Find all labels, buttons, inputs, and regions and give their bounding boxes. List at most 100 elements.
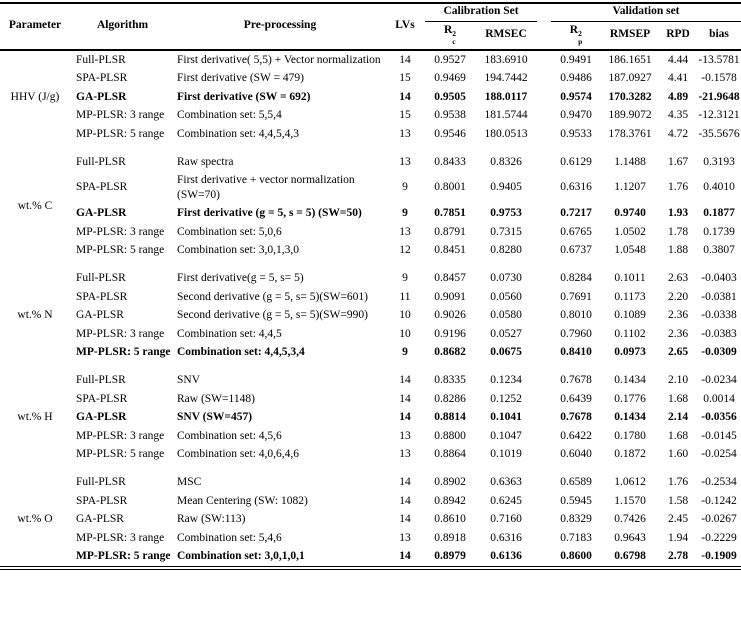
r2p-cell: 0.8410	[560, 346, 592, 359]
r2c-cell: 0.9527	[434, 53, 466, 66]
preprocessing-cell: Combination set: 4,4,5,3,4	[177, 346, 305, 359]
bias-cell: -0.2534	[701, 476, 737, 489]
rpd-cell: 1.76	[667, 181, 689, 194]
r2p-cell: 0.5945	[560, 494, 592, 507]
algorithm-cell: SPA-PLSR	[76, 494, 128, 507]
algorithm-cell: MP-PLSR: 5 range	[76, 550, 171, 563]
col-header-bias: bias	[697, 21, 741, 51]
group-spacer-cell	[537, 288, 551, 307]
table-row: MP-PLSR: 5 range Combination set: 4,4,5,4…	[0, 125, 741, 144]
group-spacer-cell	[537, 171, 551, 204]
r2c-cell: 0.8979	[434, 550, 466, 563]
algorithm-cell: GA-PLSR	[76, 309, 124, 322]
col-group-calibration-set: Calibration Set	[425, 3, 538, 22]
r2p-cell: 0.6316	[560, 181, 592, 194]
group-spacer-cell	[537, 343, 551, 362]
bias-cell: -0.1242	[701, 494, 737, 507]
table-row: SPA-PLSR Raw (SW=1148) 14 0.8286 0.1252 0.643…	[0, 390, 741, 409]
r2p-cell: 0.6589	[560, 476, 592, 489]
r2p-cell: 0.8010	[560, 309, 592, 322]
rmsep-cell: 0.7426	[614, 513, 646, 526]
table-row: SPA-PLSR Second derivative (g = 5, s= 5)(…	[0, 288, 741, 307]
r2p-cell: 0.8284	[560, 272, 592, 285]
group-gap-cell	[0, 144, 741, 153]
r2p-cell: 0.9491	[560, 53, 592, 66]
bias-cell: -0.0383	[701, 327, 737, 340]
r2p-cell: 0.7217	[560, 207, 592, 220]
group-gap-row	[0, 260, 741, 269]
table-row: MP-PLSR: 3 range Combination set: 5,5,4 15…	[0, 106, 741, 125]
group-spacer-cell	[537, 473, 551, 492]
group-gap-row	[0, 362, 741, 371]
rmsep-cell: 1.1207	[614, 181, 646, 194]
rmsec-cell: 188.0117	[484, 90, 528, 103]
bias-cell: -0.0267	[701, 513, 737, 526]
rmsep-cell: 1.1488	[614, 155, 646, 168]
lvs-cell: 13	[399, 448, 411, 461]
r2p-cell: 0.6765	[560, 225, 592, 238]
group-gap-cell	[0, 362, 741, 371]
rmsep-cell: 178.3761	[608, 127, 652, 140]
r2p-cell: 0.8329	[560, 513, 592, 526]
parameter-cell: wt.% C	[17, 200, 53, 212]
parameter-cell: wt.% N	[17, 309, 53, 322]
rmsep-cell: 0.1872	[614, 448, 646, 461]
rpd-cell: 2.36	[667, 309, 689, 322]
r2c-cell: 0.9196	[434, 327, 466, 340]
rmsep-cell: 0.1776	[614, 392, 646, 405]
preprocessing-cell: First derivative (g = 5, s = 5) (SW=50)	[177, 207, 362, 220]
rpd-cell: 1.58	[667, 494, 689, 507]
rmsep-cell: 0.9740	[614, 207, 646, 220]
r2p-cell: 0.9533	[560, 127, 592, 140]
rmsec-cell: 0.1047	[490, 429, 522, 442]
bias-cell: 0.3807	[703, 244, 735, 257]
group-spacer-cell	[537, 50, 551, 70]
group-spacer-cell	[537, 408, 551, 427]
rmsec-cell: 180.0513	[484, 127, 528, 140]
r2c-cell: 0.8610	[434, 513, 466, 526]
preprocessing-cell: SNV	[177, 374, 201, 387]
rmsep-cell: 0.1102	[614, 327, 646, 340]
rpd-cell: 2.63	[667, 272, 689, 285]
preprocessing-cell: Combination set: 4,4,5	[177, 327, 282, 340]
r2p-cell: 0.7183	[560, 531, 592, 544]
table-header: Parameter Algorithm Pre-processing LVs C…	[0, 3, 741, 51]
preprocessing-cell: Combination set: 3,0,1,0,1	[177, 550, 305, 563]
table-body: HHV (J/g) Full-PLSR First derivative( 5,5)…	[0, 50, 741, 566]
lvs-cell: 9	[402, 346, 408, 359]
rmsec-cell: 0.8280	[490, 244, 522, 257]
rmsep-cell: 0.1434	[614, 411, 646, 424]
preprocessing-cell: Combination set: 4,5,6	[177, 429, 282, 442]
table-row: SPA-PLSR Mean Centering (SW: 1082) 14 0.894…	[0, 492, 741, 511]
col-header-rmsec: RMSEC	[475, 21, 538, 51]
algorithm-cell: SPA-PLSR	[76, 181, 128, 194]
rmsec-cell: 0.1234	[490, 374, 522, 387]
col-header-algorithm: Algorithm	[70, 3, 175, 51]
rmsec-cell: 0.6316	[490, 531, 522, 544]
table-row: wt.% C Full-PLSR Raw spectra 13 0.8433 0.8326…	[0, 153, 741, 212]
table-row: GA-PLSR Second derivative (g = 5, s= 5)(S…	[0, 306, 741, 325]
algorithm-cell: MP-PLSR: 5 range	[76, 244, 165, 257]
header-row-groups: Parameter Algorithm Pre-processing LVs C…	[0, 3, 741, 51]
lvs-cell: 14	[399, 550, 411, 563]
rmsec-cell: 0.8326	[490, 155, 522, 168]
algorithm-cell: MP-PLSR: 5 range	[76, 127, 165, 140]
group-spacer-cell	[537, 306, 551, 325]
lvs-cell: 14	[399, 513, 411, 526]
col-header-rmsep: RMSEP	[601, 21, 660, 51]
rpd-cell: 2.20	[667, 290, 689, 303]
rmsec-cell: 0.1041	[490, 411, 522, 424]
rpd-cell: 1.78	[667, 225, 689, 238]
rpd-cell: 1.60	[667, 448, 689, 461]
preprocessing-cell: Combination set: 4,0,6,4,6	[177, 448, 300, 461]
rpd-cell: 2.65	[667, 346, 689, 359]
r2c-cell: 0.9505	[434, 90, 466, 103]
r2p-cell: 0.7691	[560, 290, 592, 303]
bias-cell: 0.1877	[703, 207, 735, 220]
lvs-cell: 13	[399, 531, 411, 544]
algorithm-cell: GA-PLSR	[76, 513, 124, 526]
rmsep-cell: 186.1651	[608, 53, 652, 66]
rmsep-cell: 0.1780	[614, 429, 646, 442]
